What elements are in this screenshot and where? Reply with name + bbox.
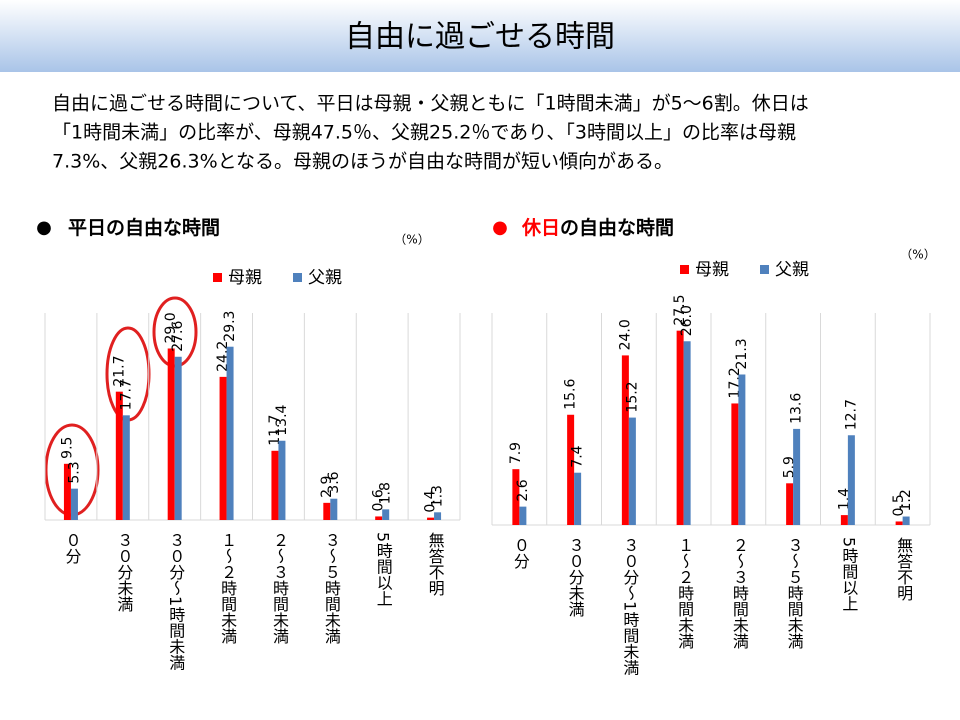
x-tick-label: ０分: [62, 532, 81, 565]
bar: [226, 346, 234, 520]
bar: [434, 512, 442, 520]
value-label: 2.6: [515, 479, 531, 501]
bar: [840, 515, 848, 525]
bar: [122, 415, 130, 520]
bullet: ●: [492, 217, 508, 238]
chart-title: 休日の自由な時間: [521, 216, 674, 239]
x-tick-label: ３０分未満: [566, 537, 585, 618]
bar: [628, 417, 636, 525]
bar: [621, 355, 629, 525]
bar: [786, 483, 794, 525]
value-label: 26.0: [679, 305, 695, 336]
x-tick-label: 無答不明: [426, 532, 445, 597]
bar: [63, 463, 71, 520]
bar: [278, 440, 286, 520]
bar: [793, 428, 801, 525]
value-label: 15.2: [624, 381, 640, 412]
value-label: 21.3: [734, 338, 750, 369]
bar: [512, 469, 520, 525]
value-label: 7.9: [508, 442, 524, 464]
chart-title-part: 休日: [521, 217, 560, 239]
x-tick-label: ３０分未満: [114, 532, 133, 613]
value-label: 24.0: [617, 319, 633, 350]
value-label: 29.3: [222, 311, 238, 342]
value-label: 0.6: [371, 489, 387, 511]
header-band: [0, 0, 960, 72]
legend-label: 母親: [695, 260, 729, 280]
x-tick-label: 5時間以上: [374, 532, 393, 606]
x-tick-label: 無答不明: [894, 537, 913, 602]
bar: [738, 374, 746, 525]
value-label: 21.7: [111, 355, 127, 386]
x-tick-label: ２～３時間未満: [730, 537, 749, 650]
bullet: ●: [36, 217, 52, 238]
bar: [115, 391, 123, 520]
unit-label: （%）: [900, 248, 935, 262]
x-tick-label: １～２時間未満: [218, 532, 237, 645]
value-label: 15.6: [563, 378, 579, 409]
bar: [330, 498, 338, 520]
value-label: 27.5: [672, 294, 688, 325]
chart-title-part: の自由な時間: [560, 216, 674, 239]
bar: [683, 341, 691, 525]
x-tick-label: ０分: [511, 537, 530, 570]
x-tick-label: 5時間以上: [839, 537, 858, 611]
bar: [219, 376, 227, 520]
value-label: 1.3: [430, 485, 446, 507]
value-label: 11.7: [267, 415, 283, 446]
x-tick-label: ３０分～1時間未満: [166, 532, 185, 671]
value-label: 29.0: [163, 312, 179, 343]
bar: [174, 356, 182, 520]
bar: [382, 509, 390, 520]
x-tick-label: １～２時間未満: [675, 537, 694, 650]
legend-label: 父親: [308, 268, 342, 288]
x-tick-label: ２～３時間未満: [270, 532, 289, 645]
bar: [519, 506, 527, 525]
bar: [271, 450, 279, 520]
value-label: 12.7: [843, 399, 859, 430]
legend-swatch: [680, 265, 689, 274]
description-line: 「1時間未満」の比率が、母親47.5％、父親25.2％であり、「3時間以上」の比…: [52, 122, 796, 144]
value-label: 1.2: [898, 489, 914, 511]
value-label: 17.7: [118, 379, 134, 410]
bar: [847, 435, 855, 525]
legend-swatch: [760, 265, 769, 274]
bar: [567, 414, 575, 525]
bar: [676, 330, 684, 525]
unit-label: （%）: [394, 233, 429, 247]
chart-title: 平日の自由な時間: [68, 216, 220, 239]
value-label: 13.4: [274, 404, 290, 435]
description-line: 自由に過ごせる時間について、平日は母親・父親ともに「1時間未満」が5～6割。休日…: [52, 93, 809, 115]
legend-label: 母親: [228, 268, 262, 288]
legend-label: 父親: [775, 260, 809, 280]
value-label: 7.4: [570, 445, 586, 467]
value-label: 9.5: [59, 437, 75, 459]
bar: [731, 403, 739, 525]
x-tick-label: ３０分～1時間未満: [620, 537, 639, 676]
value-label: 1.8: [378, 482, 394, 504]
bar: [895, 521, 903, 525]
legend-swatch: [213, 273, 222, 282]
value-label: 2.9: [319, 476, 335, 498]
value-label: 0.4: [423, 490, 439, 512]
legend-swatch: [293, 273, 302, 282]
slide-title: 自由に過ごせる時間: [345, 20, 615, 55]
value-label: 27.6: [170, 321, 186, 352]
value-label: 5.3: [66, 461, 82, 483]
bar: [902, 516, 910, 525]
bar: [375, 516, 383, 520]
bar: [574, 472, 582, 525]
bar: [323, 502, 331, 520]
description-line: 7.3%、父親26.3%となる。母親のほうが自由な時間が短い傾向がある。: [52, 151, 673, 173]
value-label: 13.6: [789, 393, 805, 424]
chart-title-part: 平日の自由な時間: [68, 216, 220, 239]
value-label: 3.6: [326, 471, 342, 493]
bar: [427, 517, 435, 520]
x-tick-label: ３～５時間未満: [322, 532, 341, 645]
bar: [70, 488, 78, 520]
x-tick-label: ３～５時間未満: [785, 537, 804, 650]
value-label: 0.5: [891, 494, 907, 516]
bar: [167, 348, 175, 520]
